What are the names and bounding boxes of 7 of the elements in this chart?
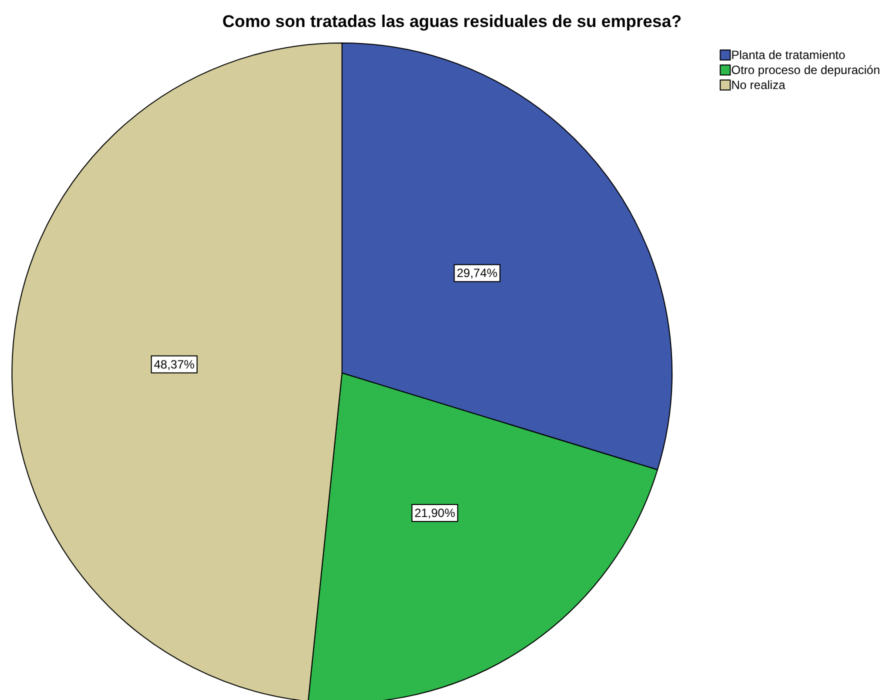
chart-title: Como son tratadas las aguas residuales de su empresa?: [222, 12, 682, 31]
data-label: 48,37%: [154, 357, 195, 372]
legend-label: Planta de tratamiento: [731, 48, 846, 62]
legend-label: Otro proceso de depuración: [731, 63, 880, 77]
legend-label: No realiza: [731, 78, 786, 92]
data-label: 21,90%: [414, 506, 456, 520]
data-label: 29,74%: [456, 266, 498, 280]
